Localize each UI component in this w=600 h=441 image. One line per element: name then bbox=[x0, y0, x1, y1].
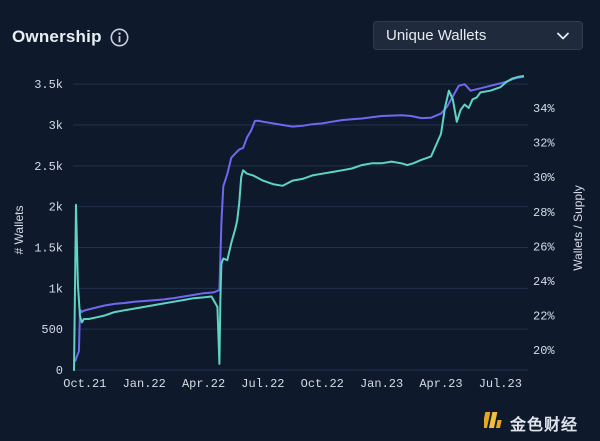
y2-tick-label: 30% bbox=[533, 171, 555, 185]
series-line-ratio bbox=[73, 75, 525, 371]
y2-tick-label: 22% bbox=[533, 310, 555, 324]
y-tick-label: 2.5k bbox=[34, 160, 63, 174]
y-axis-title: # Wallets bbox=[12, 206, 26, 255]
y2-tick-label: 26% bbox=[533, 240, 555, 254]
y-axis-right: 20% 22% 24% 26% 28% 30% 32% 34% bbox=[533, 102, 555, 358]
y2-tick-label: 32% bbox=[533, 137, 555, 151]
y2-tick-label: 20% bbox=[533, 344, 555, 358]
y-tick-label: 1k bbox=[49, 282, 63, 296]
y-tick-label: 0 bbox=[56, 364, 63, 378]
chart-header: Ownership bbox=[12, 22, 129, 52]
y2-tick-label: 28% bbox=[533, 206, 555, 220]
watermark: 金色财经 bbox=[481, 409, 579, 436]
info-circle-icon[interactable] bbox=[110, 28, 129, 47]
y-tick-label: 3k bbox=[49, 119, 63, 133]
x-tick-label: Apr.22 bbox=[182, 377, 225, 391]
x-tick-label: Oct.21 bbox=[63, 377, 106, 391]
chevron-down-icon bbox=[556, 29, 570, 43]
y2-tick-label: 24% bbox=[533, 275, 555, 289]
y-tick-label: 500 bbox=[41, 323, 63, 337]
x-tick-label: Jul.23 bbox=[479, 377, 522, 391]
y-axis-left: 0 500 1k 1.5k 2k 2.5k 3k 3.5k bbox=[34, 78, 63, 378]
metric-dropdown[interactable]: Unique Wallets bbox=[373, 21, 583, 50]
dropdown-selected-value: Unique Wallets bbox=[386, 27, 487, 44]
x-tick-label: Jan.23 bbox=[360, 377, 403, 391]
x-tick-label: Jul.22 bbox=[241, 377, 284, 391]
series-line-wallets bbox=[74, 75, 525, 363]
jinse-logo-icon bbox=[481, 409, 506, 436]
x-tick-label: Oct.22 bbox=[301, 377, 344, 391]
y-tick-label: 1.5k bbox=[34, 242, 63, 256]
x-tick-label: Jan.22 bbox=[123, 377, 166, 391]
chart-title: Ownership bbox=[12, 27, 102, 46]
y-tick-label: 2k bbox=[49, 201, 63, 215]
x-axis: Oct.21 Jan.22 Apr.22 Jul.22 Oct.22 Jan.23 Apr.… bbox=[63, 377, 522, 391]
y-tick-label: 3.5k bbox=[34, 78, 63, 92]
x-tick-label: Apr.23 bbox=[419, 377, 462, 391]
y2-axis-title: Wallets / Supply bbox=[571, 185, 585, 271]
series-lines bbox=[73, 75, 525, 371]
watermark-text: 金色财经 bbox=[510, 416, 579, 434]
grid-lines bbox=[73, 83, 528, 371]
y2-tick-label: 34% bbox=[533, 102, 555, 116]
